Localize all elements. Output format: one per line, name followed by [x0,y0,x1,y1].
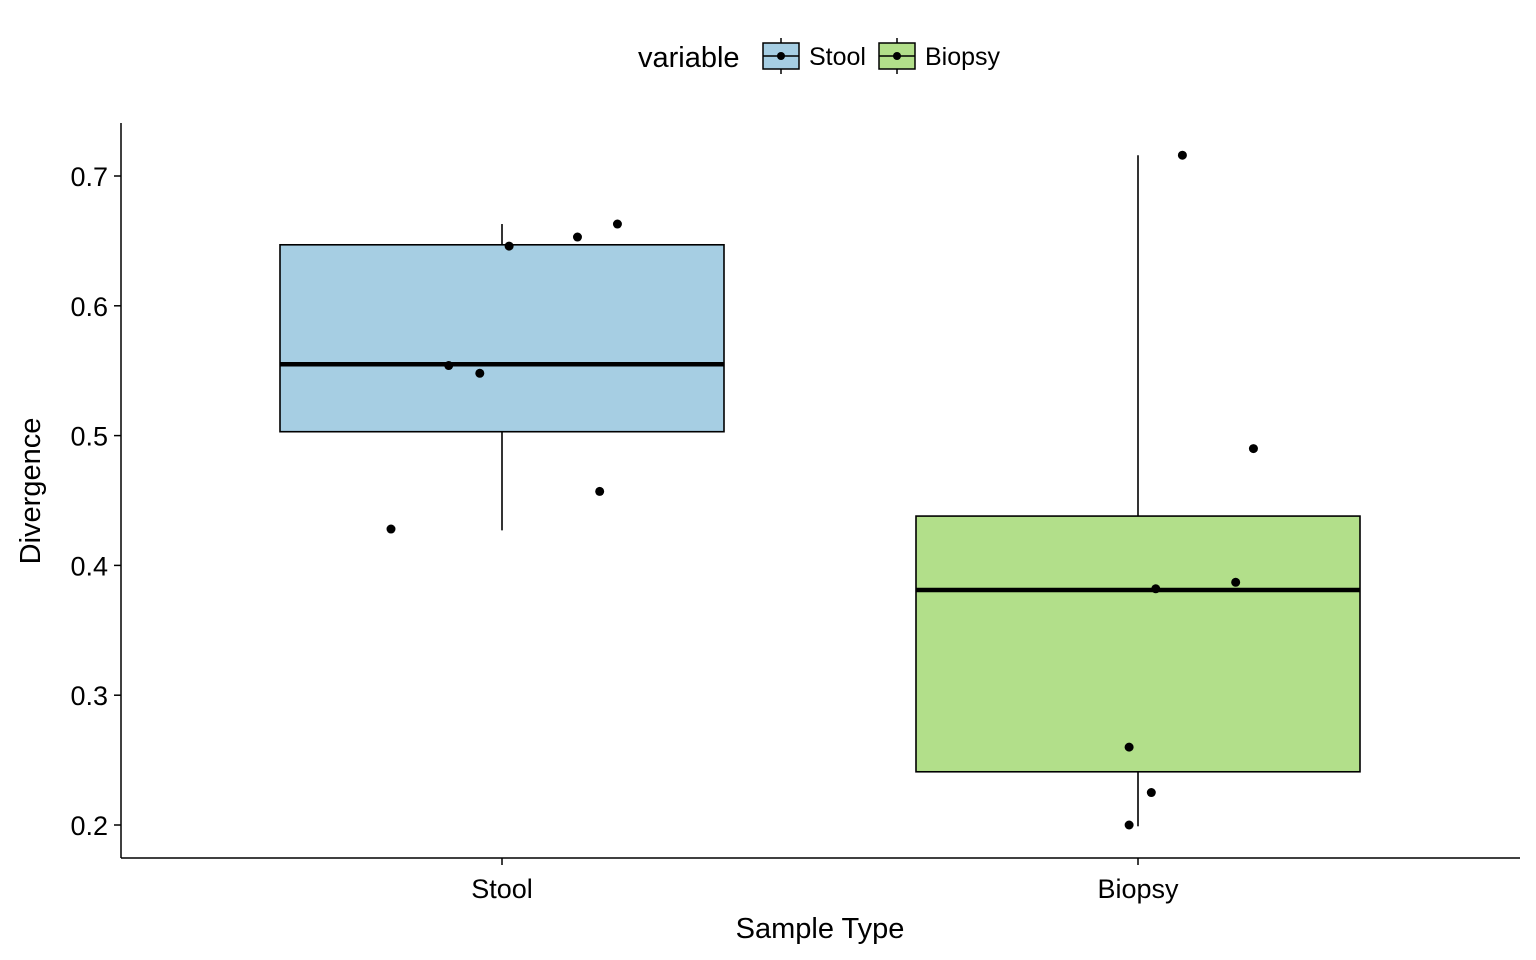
boxes [279,155,1361,827]
y-tick-label: 0.5 [70,422,108,452]
x-axis-title: Sample Type [736,913,905,945]
y-tick-label: 0.3 [70,681,108,711]
y-tick-label: 0.2 [70,811,108,841]
data-point-stool [504,241,514,251]
box-biopsy [915,515,1361,773]
data-points [386,150,1258,830]
box-stool [279,243,725,433]
x-tick-label: Stool [471,874,533,904]
data-point-biopsy [1146,788,1156,798]
legend-label-stool: Stool [809,43,866,71]
data-point-biopsy [1151,584,1161,594]
data-point-biopsy [1177,150,1187,160]
y-tick-label: 0.6 [70,292,108,322]
y-axis-title: Divergence [15,418,47,565]
x-axis-ticks: Stool Biopsy [471,858,1179,904]
legend-label-biopsy: Biopsy [925,43,1001,71]
data-point-biopsy [1248,444,1258,454]
legend-title: variable [638,42,740,74]
data-point-stool [444,361,454,371]
data-point-biopsy [1231,577,1241,587]
legend-key-stool [762,38,800,74]
data-point-stool [612,219,622,229]
data-point-stool [386,524,396,534]
data-point-stool [572,232,582,242]
y-axis-ticks: 0.2 0.3 0.4 0.5 0.6 0.7 [70,162,121,841]
y-tick-label: 0.7 [70,162,108,192]
data-point-biopsy [1124,820,1134,830]
legend: variable Stool Biopsy [638,38,1001,74]
legend-key-biopsy [878,38,916,74]
data-point-stool [475,368,485,378]
data-point-biopsy [1124,742,1134,752]
y-tick-label: 0.4 [70,551,108,581]
x-tick-label: Biopsy [1097,874,1179,904]
data-point-stool [595,486,605,496]
